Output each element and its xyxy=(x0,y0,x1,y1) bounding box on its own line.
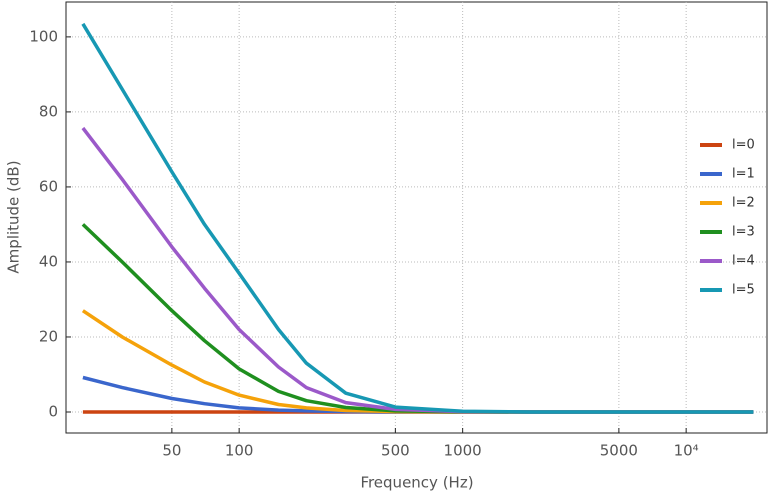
legend-label: l=5 xyxy=(732,283,755,298)
x-tick-label: 50 xyxy=(162,442,181,460)
x-tick-label: 500 xyxy=(381,442,410,460)
legend-label: l=4 xyxy=(732,254,755,269)
y-tick-label: 20 xyxy=(39,327,58,345)
x-tick-label: 100 xyxy=(225,442,254,460)
y-tick-label: 0 xyxy=(48,402,58,420)
x-tick-label: 5000 xyxy=(600,442,638,460)
x-tick-label: 1000 xyxy=(444,442,482,460)
y-tick-label: 60 xyxy=(39,177,58,195)
line-series xyxy=(81,309,754,414)
y-tick-label: 100 xyxy=(29,27,58,45)
legend-label: l=2 xyxy=(732,196,755,211)
x-axis-label: Frequency (Hz) xyxy=(360,474,473,492)
legend: l=0 l=1 l=2 l=3 l=4 l=5 xyxy=(700,138,755,298)
y-tick-label: 40 xyxy=(39,252,58,270)
plot-frame xyxy=(65,1,768,434)
y-axis-label: Amplitude (dB) xyxy=(5,160,23,273)
y-tick-label: 80 xyxy=(39,102,58,120)
line-series xyxy=(81,223,754,414)
legend-label: l=0 xyxy=(732,138,755,153)
legend-label: l=1 xyxy=(732,167,755,182)
x-tick-label: 10⁴ xyxy=(674,442,699,460)
legend-label: l=3 xyxy=(732,225,755,240)
line-series xyxy=(81,22,754,414)
